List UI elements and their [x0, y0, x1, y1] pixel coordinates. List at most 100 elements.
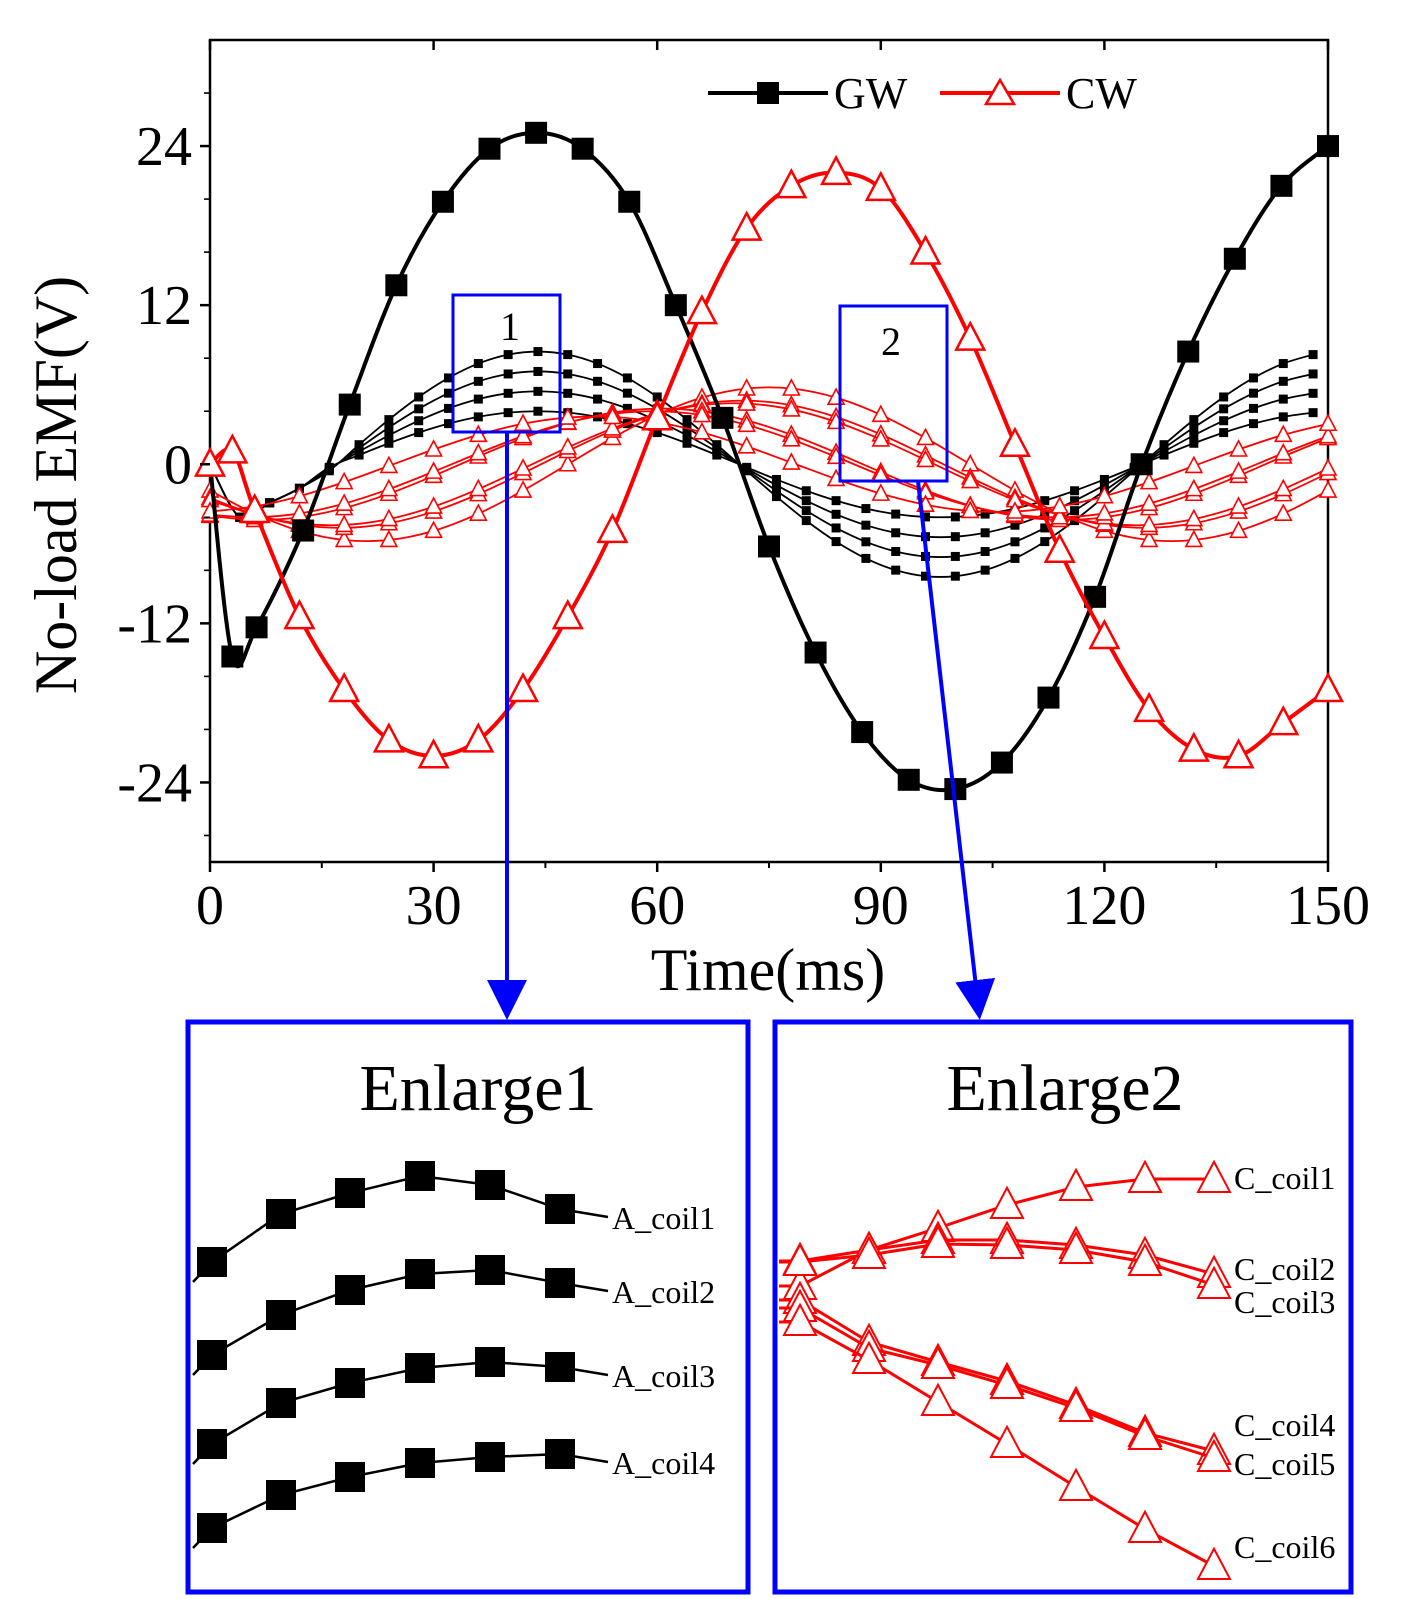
cw-marker: [462, 722, 495, 753]
gw-coil-marker: [622, 373, 632, 383]
enlarge2-marker: [1058, 1467, 1094, 1501]
cw-coil-marker: [1318, 413, 1338, 432]
gw-marker: [1270, 174, 1293, 197]
gw-marker: [292, 519, 315, 542]
gw-coil-marker: [1189, 415, 1199, 425]
cw-marker: [1311, 671, 1345, 703]
cw-marker: [1222, 738, 1255, 769]
gw-coil-marker: [1040, 523, 1050, 533]
enlarge1-marker: [405, 1353, 435, 1383]
cw-coil-marker: [513, 425, 533, 444]
gw-coil-marker: [563, 350, 573, 360]
cw-coil-marker: [290, 485, 309, 504]
cw-coil-marker: [871, 429, 891, 447]
gw-coil-marker: [533, 386, 543, 396]
gw-coil-marker: [652, 392, 662, 402]
gw-coil-marker: [473, 376, 483, 386]
gw-coil-marker: [1040, 496, 1050, 506]
gw-coil-marker: [891, 528, 901, 538]
cw-coil-marker: [782, 452, 801, 470]
gw-coil-marker: [384, 422, 394, 432]
enlarge2-line: [779, 1177, 1214, 1288]
x-tick-label: 90: [853, 875, 909, 937]
gw-coil-marker: [384, 415, 394, 425]
gw-coil-marker: [1070, 506, 1080, 516]
gw-coil-marker: [1308, 388, 1318, 398]
gw-marker: [758, 535, 780, 558]
gw-coil-marker: [1308, 369, 1318, 379]
cw-coil-marker: [424, 520, 443, 539]
zoom-box-2: [838, 304, 949, 483]
x-tick-label: 0: [196, 875, 224, 937]
gw-coil-marker: [950, 532, 960, 542]
cw-coil-marker: [960, 500, 980, 519]
gw-coil-marker: [1189, 438, 1199, 448]
enlarge1-marker: [335, 1462, 365, 1492]
gw-coil-marker: [593, 359, 603, 369]
enlarge1-marker: [266, 1480, 296, 1510]
enlarge1-marker: [197, 1513, 227, 1543]
gw-coil-marker: [950, 571, 960, 581]
gw-coil-marker: [1248, 419, 1258, 429]
gw-coil-marker: [354, 450, 364, 460]
enlarge1-marker: [197, 1247, 227, 1277]
enlarge2-marker: [1058, 1388, 1094, 1422]
gw-coil-marker: [1219, 392, 1229, 402]
cw-marker: [216, 433, 249, 464]
cw-coil-marker: [1184, 478, 1204, 497]
enlarge1-marker: [266, 1300, 296, 1330]
enlarge2-marker: [1196, 1265, 1232, 1299]
cw-coil-marker: [871, 483, 891, 501]
cw-coil-line: [209, 407, 1329, 521]
gw-marker: [245, 616, 268, 639]
cw-marker: [1133, 691, 1166, 723]
gw-coil-marker: [801, 486, 811, 496]
enlarge1-marker: [405, 1448, 435, 1478]
legend-gw-marker: [757, 82, 779, 104]
x-tick-label: 60: [629, 875, 685, 937]
cw-coil-marker: [1139, 514, 1159, 533]
gw-coil-marker: [1248, 403, 1258, 413]
gw-coil-marker: [950, 551, 960, 561]
plot-area: [193, 121, 1345, 801]
gw-coil-marker: [444, 388, 454, 398]
cw-marker: [909, 234, 942, 265]
gw-coil-marker: [593, 394, 603, 404]
gw-coil-marker: [742, 462, 752, 472]
gw-coil-marker: [1248, 388, 1258, 398]
enlarge2-label: C_coil4: [1234, 1407, 1335, 1443]
gw-marker: [711, 406, 734, 429]
cw-coil-marker: [960, 470, 980, 489]
cw-marker: [685, 293, 718, 325]
enlarge2-line: [779, 1238, 1215, 1276]
x-axis-label: Time(ms): [651, 937, 886, 1003]
gw-coil-marker: [1219, 416, 1229, 426]
cw-coil-marker: [468, 503, 488, 521]
cw-coil-marker: [379, 529, 399, 548]
cw-marker: [775, 168, 808, 199]
enlarge2-marker: [989, 1185, 1025, 1219]
cw-marker: [328, 671, 361, 703]
y-axis: -24 -12 0 12 24: [117, 92, 210, 837]
gw-coil-marker: [1278, 394, 1288, 404]
x-tick-label: 120: [1062, 875, 1146, 937]
cw-coil-marker: [737, 436, 756, 454]
enlarge1-marker: [197, 1429, 227, 1459]
cw-marker: [641, 400, 674, 431]
gw-marker: [478, 137, 501, 160]
gw-coil-marker: [980, 546, 990, 556]
cw-marker: [954, 320, 987, 351]
gw-coil-marker: [1278, 359, 1288, 369]
cw-coil-marker: [334, 514, 354, 533]
enlarge1-marker: [266, 1199, 296, 1229]
gw-marker: [1084, 585, 1107, 608]
enlarge1-marker: [475, 1347, 505, 1377]
gw-coil-marker: [622, 403, 632, 413]
enlarge2-label: C_coil6: [1234, 1529, 1335, 1565]
enlarge1-frame: [185, 1019, 751, 1595]
gw-coil-marker: [1040, 537, 1050, 547]
gw-marker: [990, 751, 1013, 774]
enlarge1-label: A_coil4: [612, 1445, 715, 1481]
enlarge1-label: A_coil1: [612, 1200, 715, 1236]
